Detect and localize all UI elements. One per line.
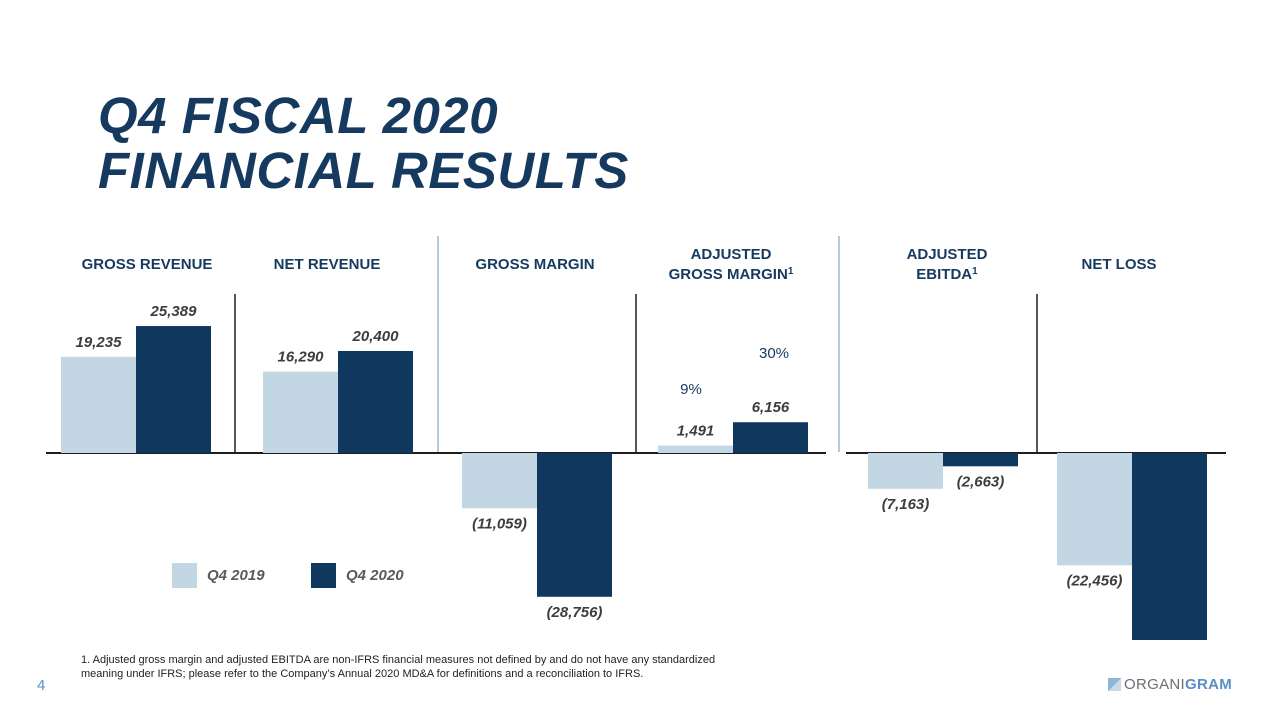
- panel-label-gross-margin: GROSS MARGIN: [475, 256, 594, 273]
- value-label-adjusted-ebitda-q4-2020: (2,663): [957, 473, 1005, 490]
- panel-label-adjusted-ebitda-line2: EBITDA1: [916, 266, 978, 284]
- value-label-gross-margin-q4-2019: (11,059): [472, 515, 527, 532]
- financial-results-chart: GROSS REVENUE 19,235 25,389 NET REVENUE 16,2…: [46, 236, 1226, 640]
- legend-item-q4-2020: Q4 2020: [311, 562, 404, 588]
- legend-item-q4-2019: Q4 2019: [172, 562, 265, 588]
- bar-adjusted-ebitda-q4-2020: [943, 453, 1018, 467]
- bar-net-loss-q4-2019: [1057, 453, 1132, 566]
- bar-net-revenue-q4-2019: [263, 371, 338, 453]
- footnote: 1. Adjusted gross margin and adjusted EB…: [81, 653, 841, 681]
- slide-title: Q4 FISCAL 2020 FINANCIAL RESULTS: [98, 88, 629, 198]
- bar-gross-revenue-q4-2019: [61, 356, 136, 453]
- panel-label-net-revenue: NET REVENUE: [274, 256, 381, 273]
- bar-adjusted-gross-margin-q4-2020: [733, 422, 808, 453]
- organigram-logo: ORGANI GRAM: [1108, 676, 1232, 693]
- value-label-adjusted-gross-margin-q4-2020: 6,156: [752, 399, 790, 416]
- page-number: 4: [37, 677, 46, 694]
- bar-adjusted-gross-margin-q4-2019: [658, 445, 733, 453]
- value-label-net-revenue-q4-2020: 20,400: [352, 328, 400, 345]
- value-label-net-revenue-q4-2019: 16,290: [278, 349, 325, 366]
- value-label-adjusted-ebitda-q4-2019: (7,163): [882, 496, 930, 513]
- legend-swatch-q4-2019: [172, 562, 197, 588]
- bar-gross-revenue-q4-2020: [136, 326, 211, 453]
- bar-net-revenue-q4-2020: [338, 351, 413, 453]
- logo-mark-icon: [1108, 678, 1121, 691]
- legend-swatch-q4-2020: [311, 562, 336, 588]
- pct-label-adjusted-gross-margin-q4-2020: 30%: [759, 345, 789, 362]
- footnote-line1: 1. Adjusted gross margin and adjusted EB…: [81, 654, 716, 666]
- value-label-gross-revenue-q4-2019: 19,235: [76, 334, 123, 351]
- panel-label-adjusted-ebitda: ADJUSTED: [907, 246, 988, 263]
- bar-gross-margin-q4-2020: [537, 453, 612, 597]
- value-label-net-loss-q4-2019: (22,456): [1067, 572, 1123, 589]
- legend-label-q4-2020: Q4 2020: [346, 566, 404, 584]
- value-label-gross-revenue-q4-2020: 25,389: [150, 303, 198, 320]
- value-label-adjusted-gross-margin-q4-2019: 1,491: [677, 423, 715, 440]
- logo-text-part2: GRAM: [1184, 676, 1233, 693]
- pct-label-adjusted-gross-margin-q4-2019: 9%: [680, 381, 702, 398]
- footnote-marker: 1: [788, 266, 794, 277]
- legend-label-q4-2019: Q4 2019: [207, 566, 265, 584]
- footnote-marker: 1: [972, 266, 978, 277]
- footnote-line2: meaning under IFRS; please refer to the …: [81, 668, 644, 680]
- bar-gross-margin-q4-2019: [462, 453, 537, 509]
- slide-title-line2: FINANCIAL RESULTS: [98, 142, 629, 199]
- value-label-gross-margin-q4-2020: (28,756): [547, 604, 603, 621]
- slide-title-line1: Q4 FISCAL 2020: [98, 87, 499, 144]
- panel-label-net-loss: NET LOSS: [1081, 256, 1156, 273]
- panel-label-adjusted-gross-margin-line2: GROSS MARGIN1: [669, 266, 794, 284]
- bar-adjusted-ebitda-q4-2019: [868, 453, 943, 489]
- panel-label-adjusted-gross-margin: ADJUSTED: [691, 246, 772, 263]
- panel-label-gross-revenue: GROSS REVENUE: [82, 256, 213, 273]
- logo-text-part1: ORGANI: [1124, 676, 1185, 693]
- bar-net-loss-q4-2020: [1132, 453, 1207, 640]
